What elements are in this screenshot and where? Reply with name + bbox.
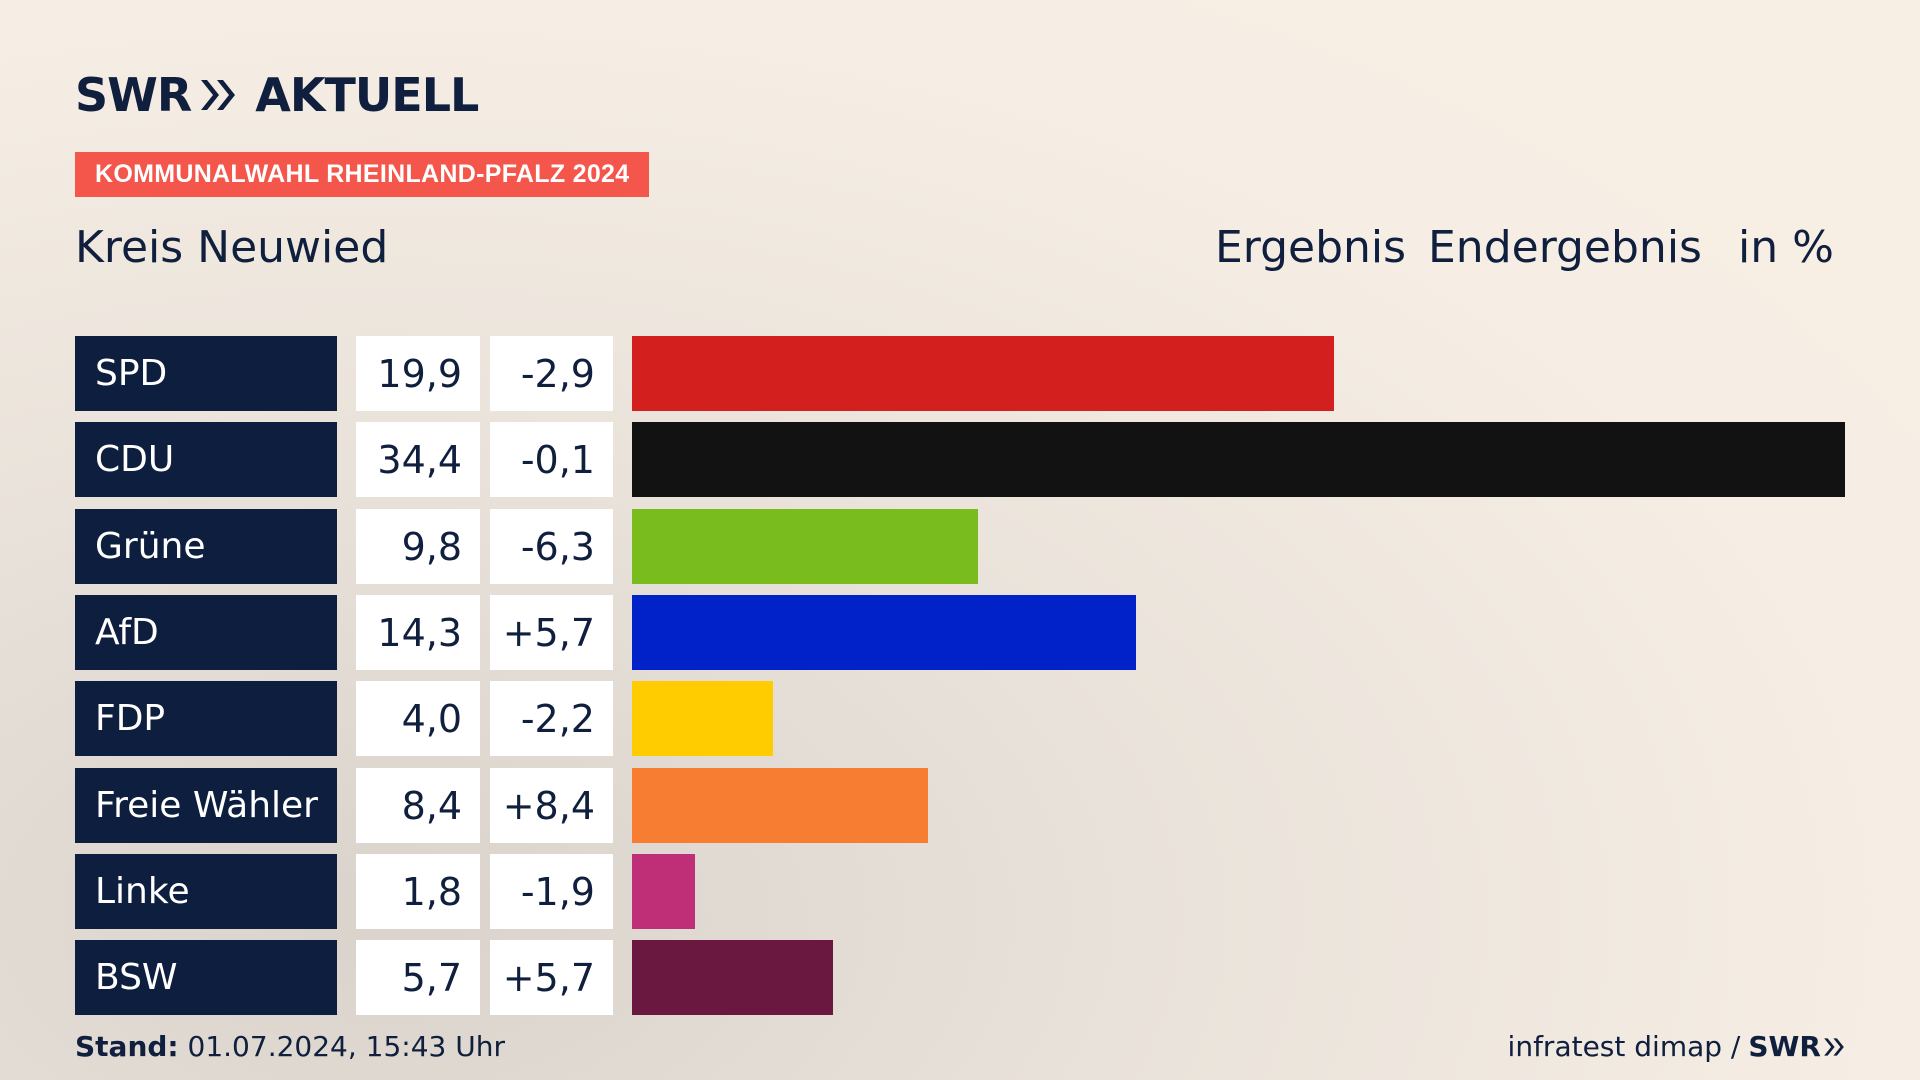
result-bar (632, 940, 833, 1015)
party-name: Grüne (75, 509, 337, 584)
source-logo: SWR (1748, 1030, 1845, 1063)
vote-share-value: 9,8 (356, 509, 480, 584)
timestamp-label: Stand: (75, 1030, 179, 1063)
result-bar (632, 336, 1334, 411)
double-chevron-icon (1824, 1037, 1844, 1056)
result-bar (632, 422, 1845, 497)
party-name: SPD (75, 336, 337, 411)
vote-share-value: 1,8 (356, 854, 480, 929)
source-credit: infratest dimap / SWR (1508, 1030, 1845, 1063)
result-row: SPD 19,9 -2,9 (0, 336, 1920, 411)
swr-aktuell-logo: SWR AKTUELL (75, 68, 479, 122)
column-header-result: Ergebnis (1215, 222, 1407, 273)
party-name: CDU (75, 422, 337, 497)
vote-share-change: +5,7 (490, 595, 613, 670)
vote-share-value: 8,4 (356, 768, 480, 843)
vote-share-change: +5,7 (490, 940, 613, 1015)
election-badge: KOMMUNALWAHL RHEINLAND-PFALZ 2024 (75, 152, 650, 197)
result-bar (632, 595, 1136, 670)
result-row: Freie Wähler 8,4 +8,4 (0, 768, 1920, 843)
result-bar (632, 854, 695, 929)
result-bar (632, 509, 978, 584)
vote-share-change: -1,9 (490, 854, 613, 929)
party-name: Linke (75, 854, 337, 929)
party-name: AfD (75, 595, 337, 670)
vote-share-change: -0,1 (490, 422, 613, 497)
vote-share-value: 5,7 (356, 940, 480, 1015)
column-header-unit: in % (1738, 222, 1834, 273)
result-row: FDP 4,0 -2,2 (0, 681, 1920, 756)
party-name: FDP (75, 681, 337, 756)
party-name: BSW (75, 940, 337, 1015)
region-title: Kreis Neuwied (75, 222, 389, 273)
logo-swr-text: SWR (75, 68, 192, 122)
result-row: Grüne 9,8 -6,3 (0, 509, 1920, 584)
vote-share-value: 34,4 (356, 422, 480, 497)
vote-share-change: -6,3 (490, 509, 613, 584)
vote-share-value: 4,0 (356, 681, 480, 756)
source-logo-text: SWR (1748, 1030, 1821, 1063)
timestamp: Stand: 01.07.2024, 15:43 Uhr (75, 1030, 505, 1063)
result-bar (632, 768, 928, 843)
vote-share-change: -2,9 (490, 336, 613, 411)
result-row: BSW 5,7 +5,7 (0, 940, 1920, 1015)
vote-share-change: +8,4 (490, 768, 613, 843)
result-row: CDU 34,4 -0,1 (0, 422, 1920, 497)
result-row: Linke 1,8 -1,9 (0, 854, 1920, 929)
double-chevron-icon (199, 78, 237, 112)
vote-share-value: 19,9 (356, 336, 480, 411)
source-text: infratest dimap / (1507, 1030, 1741, 1063)
column-header-status: Endergebnis (1428, 222, 1702, 273)
logo-aktuell-text: AKTUELL (255, 68, 479, 122)
vote-share-value: 14,3 (356, 595, 480, 670)
result-bar (632, 681, 773, 756)
timestamp-value: 01.07.2024, 15:43 Uhr (187, 1030, 505, 1063)
result-row: AfD 14,3 +5,7 (0, 595, 1920, 670)
party-name: Freie Wähler (75, 768, 337, 843)
vote-share-change: -2,2 (490, 681, 613, 756)
